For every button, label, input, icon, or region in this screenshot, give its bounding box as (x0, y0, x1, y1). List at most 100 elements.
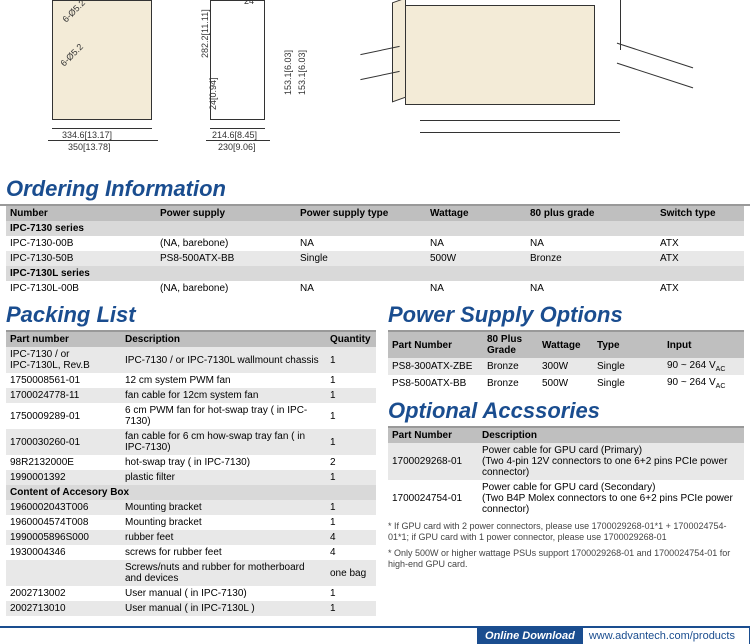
cell: Power cable for GPU card (Primary) (Two … (478, 443, 744, 480)
footer-url[interactable]: www.advantech.com/products (583, 628, 750, 644)
packing-table: Part number Description Quantity IPC-713… (6, 332, 376, 616)
cell: 1990005896S000 (6, 530, 121, 545)
cell: hot-swap tray ( in IPC-7130) (121, 455, 326, 470)
cell: Mounting bracket (121, 515, 326, 530)
cell: ATX (656, 251, 744, 266)
cell: IPC-7130L-00B (6, 281, 156, 296)
ordering-information-heading: Ordering Information (6, 176, 750, 202)
cell: 6 cm PWM fan for hot-swap tray ( in IPC-… (121, 403, 326, 429)
cell: 12 cm system PWM fan (121, 373, 326, 388)
optional-accessories-heading: Optional Accssories (388, 398, 744, 424)
pso-th-wattage: Wattage (538, 332, 593, 358)
cell: 1 (326, 388, 376, 403)
dim-282: 282.2[11.11] (200, 9, 210, 58)
cell: 500W (538, 375, 593, 392)
cell: 1700029268-01 (388, 443, 478, 480)
cell: 1700024754-01 (388, 480, 478, 517)
cell: 1 (326, 601, 376, 616)
table-row: 1700029268-01 Power cable for GPU card (… (388, 443, 744, 480)
cell: 1 (326, 429, 376, 455)
dim-214: 214.6[8.45] (212, 130, 257, 140)
cell: IPC-7130 / or IPC-7130L wallmount chassi… (121, 347, 326, 373)
dim-24b: 24 (244, 0, 254, 6)
cell: 1960004574T008 (6, 515, 121, 530)
cell: 500W (426, 251, 526, 266)
cell: User manual ( in IPC-7130) (121, 586, 326, 601)
table-row: 1750008561-01 12 cm system PWM fan 1 (6, 373, 376, 388)
dim-153b: 153.1[6.03] (297, 50, 307, 95)
cell: 4 (326, 545, 376, 560)
table-row: IPC-7130L-00B (NA, barebone) NA NA NA AT… (6, 281, 744, 296)
dim-153a: 153.1[6.03] (283, 50, 293, 95)
cell: Bronze (483, 358, 538, 375)
cell: NA (526, 236, 656, 251)
optacc-th-pn: Part Number (388, 428, 478, 443)
table-row: 1990001392 plastic filter 1 (6, 470, 376, 485)
optacc-th-desc: Description (478, 428, 744, 443)
cell: 90 ~ 264 VAC (663, 358, 744, 375)
table-row: IPC-7130-00B (NA, barebone) NA NA NA ATX (6, 236, 744, 251)
cell: 2002713002 (6, 586, 121, 601)
cell: Single (593, 375, 663, 392)
cell: 1 (326, 515, 376, 530)
dim-350: 350[13.78] (68, 142, 111, 152)
optacc-desc-line: (Two 4-pin 12V connectors to one 6+2 pin… (482, 456, 740, 478)
cell: Bronze (483, 375, 538, 392)
cell: 1700024778-11 (6, 388, 121, 403)
cell: ATX (656, 281, 744, 296)
dim-24a: 24[0.94] (208, 77, 218, 110)
cell: screws for rubber feet (121, 545, 326, 560)
cell (6, 560, 121, 586)
cell: 1 (326, 500, 376, 515)
optacc-footnote-2: * Only 500W or higher wattage PSUs suppo… (388, 548, 744, 571)
pso-input-v: 90 ~ 264 V (667, 360, 716, 371)
table-row: Screws/nuts and rubber for motherboard a… (6, 560, 376, 586)
cell: NA (426, 236, 526, 251)
cell: 1930004346 (6, 545, 121, 560)
table-row: 1960004574T008 Mounting bracket 1 (6, 515, 376, 530)
ordering-th-switch: Switch type (656, 206, 744, 221)
cell: Mounting bracket (121, 500, 326, 515)
cell: fan cable for 12cm system fan (121, 388, 326, 403)
pso-input-unit: AC (716, 383, 726, 390)
cell: 1 (326, 470, 376, 485)
packing-list-heading: Packing List (6, 302, 376, 328)
pso-th-pn: Part Number (388, 332, 483, 358)
cell: (NA, barebone) (156, 281, 296, 296)
ordering-th-pst: Power supply type (296, 206, 426, 221)
cell: 1 (326, 586, 376, 601)
cell: Screws/nuts and rubber for motherboard a… (121, 560, 326, 586)
ordering-th-grade: 80 plus grade (526, 206, 656, 221)
packing-th-pn: Part number (6, 332, 121, 347)
cell: 300W (538, 358, 593, 375)
cell: 1 (326, 373, 376, 388)
footer-bar: Online Download www.advantech.com/produc… (0, 626, 750, 644)
pso-table: Part Number 80 Plus Grade Wattage Type I… (388, 332, 744, 392)
table-row: IPC-7130-50B PS8-500ATX-BB Single 500W B… (6, 251, 744, 266)
table-row: 1750009289-01 6 cm PWM fan for hot-swap … (6, 403, 376, 429)
cell: plastic filter (121, 470, 326, 485)
cell: Single (593, 358, 663, 375)
cell: Bronze (526, 251, 656, 266)
pso-th-grade: 80 Plus Grade (483, 332, 538, 358)
optacc-table: Part Number Description 1700029268-01 Po… (388, 428, 744, 517)
pso-input-unit: AC (716, 366, 726, 373)
ordering-th-wattage: Wattage (426, 206, 526, 221)
cell: 1990001392 (6, 470, 121, 485)
cell: PS8-500ATX-BB (388, 375, 483, 392)
cell: NA (426, 281, 526, 296)
table-row: 1930004346 screws for rubber feet 4 (6, 545, 376, 560)
cell: 4 (326, 530, 376, 545)
table-row: IPC-7130 / or IPC-7130L, Rev.B IPC-7130 … (6, 347, 376, 373)
cell: 1750008561-01 (6, 373, 121, 388)
pso-input-v: 90 ~ 264 V (667, 377, 716, 388)
cell: 2 (326, 455, 376, 470)
cell: IPC-7130-50B (6, 251, 156, 266)
table-row: 2002713002 User manual ( in IPC-7130) 1 (6, 586, 376, 601)
table-row: PS8-500ATX-BB Bronze 500W Single 90 ~ 26… (388, 375, 744, 392)
table-row: 1960002043T006 Mounting bracket 1 (6, 500, 376, 515)
cell: Power cable for GPU card (Secondary) (Tw… (478, 480, 744, 517)
content-accessory-box: Content of Accesory Box (6, 485, 376, 500)
cell: rubber feet (121, 530, 326, 545)
cell: IPC-7130-00B (6, 236, 156, 251)
